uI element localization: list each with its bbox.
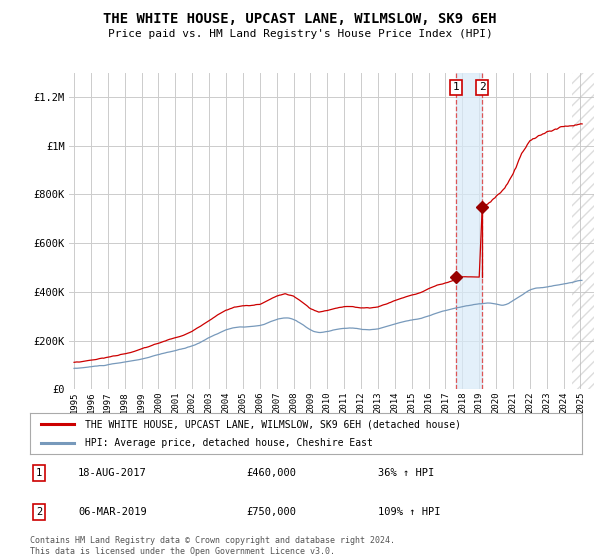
Text: THE WHITE HOUSE, UPCAST LANE, WILMSLOW, SK9 6EH: THE WHITE HOUSE, UPCAST LANE, WILMSLOW, …	[103, 12, 497, 26]
Bar	[456, 73, 482, 389]
Text: 109% ↑ HPI: 109% ↑ HPI	[378, 507, 440, 517]
Text: 1: 1	[452, 82, 459, 92]
Text: 1: 1	[36, 468, 42, 478]
Bar	[572, 73, 594, 389]
Text: THE WHITE HOUSE, UPCAST LANE, WILMSLOW, SK9 6EH (detached house): THE WHITE HOUSE, UPCAST LANE, WILMSLOW, …	[85, 419, 461, 429]
Text: 2: 2	[36, 507, 42, 517]
Text: Contains HM Land Registry data © Crown copyright and database right 2024.
This d: Contains HM Land Registry data © Crown c…	[30, 536, 395, 556]
Text: £750,000: £750,000	[246, 507, 296, 517]
Text: 36% ↑ HPI: 36% ↑ HPI	[378, 468, 434, 478]
Text: HPI: Average price, detached house, Cheshire East: HPI: Average price, detached house, Ches…	[85, 438, 373, 447]
Text: 2: 2	[479, 82, 485, 92]
Text: Price paid vs. HM Land Registry's House Price Index (HPI): Price paid vs. HM Land Registry's House …	[107, 29, 493, 39]
Text: 06-MAR-2019: 06-MAR-2019	[78, 507, 147, 517]
Text: £460,000: £460,000	[246, 468, 296, 478]
Text: 18-AUG-2017: 18-AUG-2017	[78, 468, 147, 478]
